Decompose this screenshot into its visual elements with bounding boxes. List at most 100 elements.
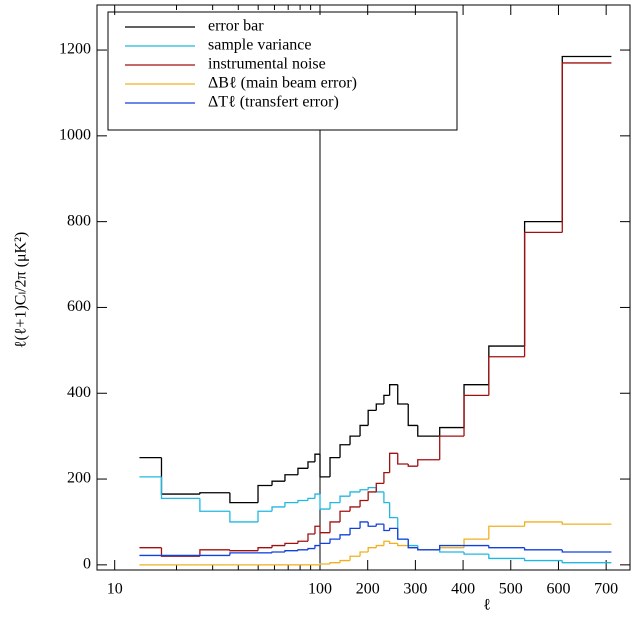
x-tick-label: 700 (594, 581, 618, 598)
step-segment (349, 435, 361, 445)
step-segment (199, 498, 230, 512)
step-segment (307, 547, 315, 550)
step-segment (383, 540, 390, 546)
step-segment (523, 231, 563, 357)
step-segment (349, 555, 361, 561)
step-segment (439, 549, 465, 553)
step-segment (417, 459, 440, 467)
step-segment (199, 492, 230, 495)
step-segment (297, 549, 308, 551)
step-segment (319, 526, 331, 534)
x-tick-label: 600 (546, 581, 570, 598)
step-segment (257, 484, 273, 503)
x-tick-label: 200 (356, 581, 380, 598)
step-segment (297, 540, 308, 544)
y-tick-label: 0 (83, 556, 91, 573)
step-segment (329, 456, 341, 477)
step-segment (397, 517, 409, 540)
x-tick-label: 100 (308, 581, 332, 598)
step-segment (257, 547, 273, 551)
step-segment (561, 549, 612, 553)
step-segment (329, 538, 341, 544)
step-segment (523, 558, 563, 562)
step-segment (319, 454, 331, 478)
step-segment (488, 554, 525, 560)
step-segment (523, 521, 563, 527)
step-segment (383, 524, 390, 532)
y-tick-label: 800 (67, 212, 91, 229)
step-segment (359, 424, 369, 437)
step-segment (271, 480, 285, 486)
step-segment (160, 457, 200, 495)
step-segment (463, 384, 489, 428)
step-segment (257, 510, 273, 522)
step-segment (229, 549, 259, 552)
step-segment (463, 538, 489, 548)
step-segment (314, 525, 320, 534)
step-segment (329, 521, 341, 533)
y-axis-label: ℓ(ℓ+1)Cₗ/2π (μK²) (13, 232, 30, 348)
step-segment (561, 55, 612, 222)
step-segment (488, 545, 525, 549)
legend-label: ΔTℓ (transfert error) (208, 94, 339, 111)
step-segment (383, 491, 390, 504)
y-tick-label: 1200 (59, 41, 91, 58)
step-segment (349, 506, 361, 512)
step-segment (367, 547, 377, 552)
legend-box (107, 11, 458, 131)
step-segment (407, 464, 418, 467)
step-segment (417, 547, 440, 551)
step-segment (397, 384, 409, 405)
step-segment (407, 539, 418, 549)
step-segment (367, 486, 377, 490)
step-segment (463, 551, 489, 555)
step-segment (523, 220, 563, 347)
step-segment (488, 525, 525, 540)
step-segment (383, 394, 390, 404)
x-tick-label: 400 (451, 581, 475, 598)
step-segment (375, 487, 384, 493)
step-segment (359, 499, 369, 507)
x-tick-label: 10 (107, 581, 123, 598)
y-tick-label: 1000 (59, 127, 91, 144)
step-segment (229, 552, 259, 556)
step-segment (407, 403, 418, 427)
step-segment (367, 491, 377, 501)
step-segment (199, 549, 230, 557)
step-segment (284, 550, 298, 552)
step-segment (271, 551, 285, 553)
step-segment (160, 547, 200, 557)
step-segment (388, 541, 398, 545)
legend-label: error bar (208, 18, 264, 35)
step-segment (388, 527, 398, 531)
step-segment (561, 521, 612, 525)
step-segment (439, 435, 465, 460)
step-segment (319, 563, 331, 565)
step-segment (339, 534, 351, 540)
step-segment (383, 471, 390, 484)
step-segment (284, 542, 298, 546)
step-segment (439, 544, 465, 550)
step-segment (314, 493, 320, 499)
step-segment (284, 501, 298, 507)
step-segment (229, 511, 259, 523)
x-tick-label: 300 (403, 581, 427, 598)
step-segment (488, 356, 525, 396)
step-segment (319, 542, 331, 546)
step-segment (339, 559, 351, 563)
x-tick-label: 500 (499, 581, 523, 598)
step-segment (463, 394, 489, 437)
step-segment (307, 533, 315, 542)
step-segment (523, 547, 563, 551)
step-segment (375, 403, 384, 411)
step-segment (375, 482, 384, 492)
step-segment (439, 547, 465, 550)
step-segment (397, 543, 409, 547)
step-segment (329, 501, 341, 510)
step-segment (271, 506, 285, 512)
step-segment (417, 425, 440, 437)
step-segment (319, 494, 331, 510)
legend-label: ΔBℓ (main beam error) (208, 75, 357, 92)
step-segment (339, 510, 351, 522)
